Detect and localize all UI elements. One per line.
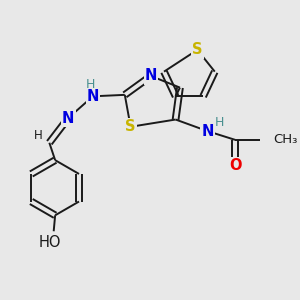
Text: N: N — [145, 68, 157, 83]
Text: N: N — [62, 111, 74, 126]
Text: N: N — [201, 124, 214, 139]
Text: CH₃: CH₃ — [273, 133, 297, 146]
Text: HO: HO — [39, 236, 61, 250]
Text: H: H — [34, 129, 43, 142]
Text: O: O — [229, 158, 241, 173]
Text: H: H — [215, 116, 224, 129]
Text: H: H — [86, 78, 95, 91]
Text: N: N — [87, 89, 99, 104]
Text: S: S — [125, 119, 136, 134]
Text: S: S — [192, 42, 202, 57]
